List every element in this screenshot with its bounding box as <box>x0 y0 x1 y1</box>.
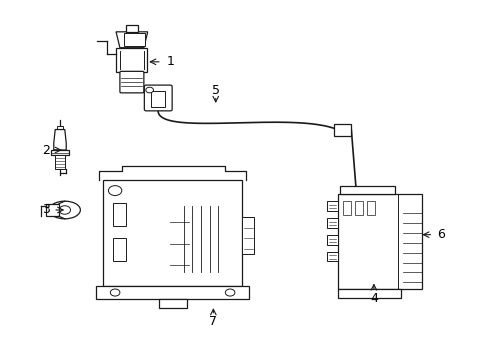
Text: 3: 3 <box>41 203 49 216</box>
Ellipse shape <box>49 201 80 219</box>
Bar <box>365 252 372 256</box>
Bar <box>327 201 337 211</box>
Bar <box>57 126 63 130</box>
Bar <box>333 123 351 136</box>
Circle shape <box>110 289 120 296</box>
FancyBboxPatch shape <box>349 255 397 278</box>
Bar <box>45 204 59 216</box>
Bar <box>123 33 144 46</box>
Bar <box>126 26 137 32</box>
FancyBboxPatch shape <box>144 85 172 111</box>
Bar <box>337 194 421 289</box>
Circle shape <box>145 87 153 93</box>
Text: 2: 2 <box>41 144 49 157</box>
Bar <box>340 186 394 194</box>
Circle shape <box>362 261 375 271</box>
Bar <box>116 48 147 72</box>
Polygon shape <box>116 32 147 48</box>
Text: 1: 1 <box>166 55 174 68</box>
Circle shape <box>108 186 122 195</box>
Bar <box>327 218 337 228</box>
Bar <box>354 201 363 215</box>
Circle shape <box>59 206 70 214</box>
FancyBboxPatch shape <box>120 71 143 93</box>
Circle shape <box>225 289 234 296</box>
Bar <box>112 203 126 226</box>
Bar <box>151 91 165 107</box>
Text: 4: 4 <box>369 292 377 305</box>
Bar <box>96 286 249 299</box>
Bar <box>159 299 186 308</box>
Bar <box>51 150 68 155</box>
Bar <box>342 201 351 215</box>
Bar <box>103 180 242 286</box>
Bar <box>55 155 65 170</box>
Bar <box>112 238 126 261</box>
Polygon shape <box>54 130 66 150</box>
Text: 6: 6 <box>436 228 444 241</box>
Bar <box>327 235 337 244</box>
Text: 7: 7 <box>209 315 217 328</box>
Bar <box>361 250 376 258</box>
Bar <box>242 217 254 254</box>
Text: 5: 5 <box>211 84 219 96</box>
Bar <box>337 289 400 298</box>
Bar <box>327 252 337 261</box>
Bar <box>366 201 375 215</box>
